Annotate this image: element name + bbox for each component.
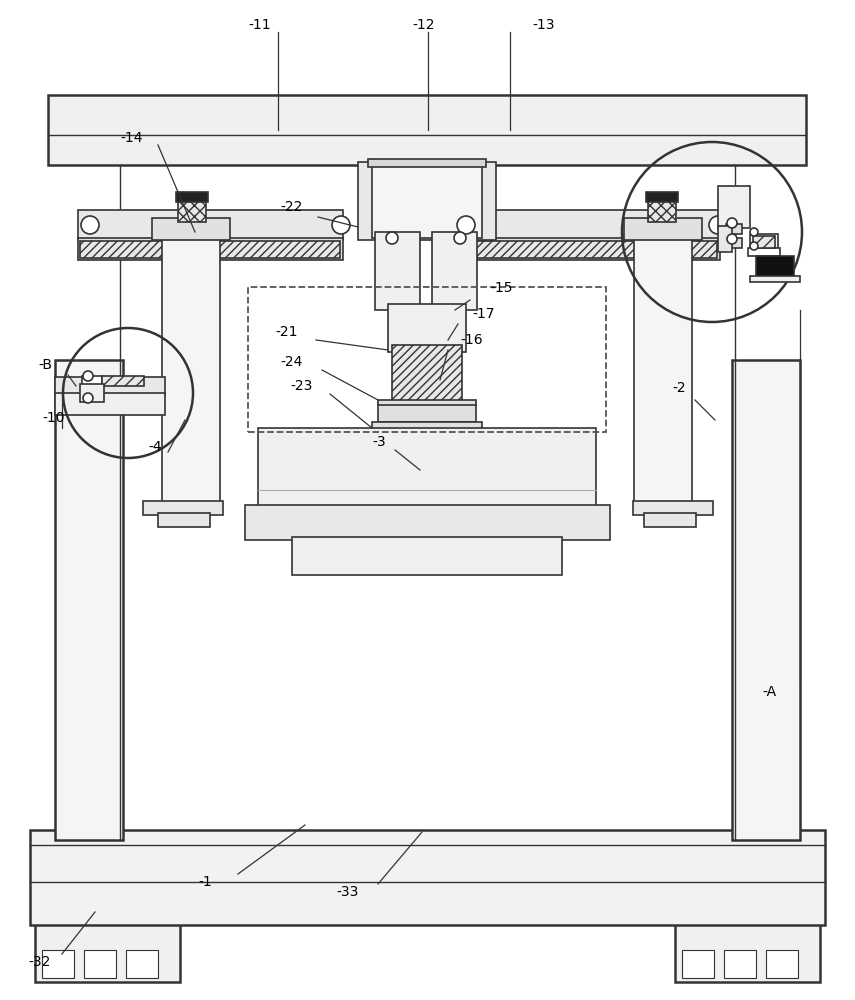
Bar [718,186,750,228]
Text: -13: -13 [532,18,555,32]
Text: -24: -24 [280,355,303,369]
Text: -B: -B [38,358,52,372]
Text: -22: -22 [280,200,303,214]
Bar [176,192,208,202]
Bar [648,200,676,222]
Text: -11: -11 [248,18,271,32]
Bar [245,505,610,540]
Circle shape [81,216,99,234]
Bar [258,428,596,510]
Bar [55,360,123,840]
Bar [152,218,230,240]
Text: -3: -3 [372,435,386,449]
Bar [378,400,476,422]
Bar [748,248,780,256]
Bar [766,950,798,978]
Bar [178,200,206,222]
Bar [158,513,210,527]
Bar [80,384,104,402]
Bar [455,210,720,240]
Bar [432,232,477,310]
Text: -15: -15 [490,281,512,295]
Bar [30,830,825,925]
Text: -23: -23 [290,379,312,393]
Circle shape [709,216,727,234]
Bar [675,922,820,982]
Text: -17: -17 [472,307,494,321]
Bar [372,422,482,490]
Bar [644,513,696,527]
Circle shape [727,234,737,244]
Bar [78,238,343,260]
Bar [624,218,702,240]
Bar [292,537,562,575]
Circle shape [83,371,93,381]
Bar [753,236,775,248]
Bar [102,376,144,386]
Bar [750,276,800,282]
Text: -32: -32 [28,955,50,969]
Bar [35,922,180,982]
Bar [82,376,102,386]
Circle shape [457,216,475,234]
Bar [633,501,713,515]
Circle shape [750,228,758,236]
Bar [726,224,742,234]
Bar [682,950,714,978]
Bar [372,164,482,238]
Bar [455,238,720,260]
Text: -21: -21 [275,325,298,339]
Bar [400,498,454,508]
Text: -10: -10 [42,411,64,425]
Text: -1: -1 [198,875,212,889]
Bar [724,950,756,978]
Circle shape [727,218,737,228]
Bar [248,287,606,432]
Text: -4: -4 [148,440,162,454]
Bar [375,232,420,310]
Bar [634,236,692,508]
Bar [48,95,806,165]
Bar [392,345,462,405]
Circle shape [332,216,350,234]
Bar [388,304,466,352]
Bar [162,236,220,508]
Bar [126,950,158,978]
Bar [80,241,340,258]
Bar [646,192,678,202]
Text: -14: -14 [120,131,143,145]
Bar [726,238,742,248]
Bar [368,159,486,167]
Bar [84,950,116,978]
Bar [143,501,223,515]
Text: -2: -2 [672,381,686,395]
Bar [457,241,717,258]
Bar [42,950,74,978]
Text: -33: -33 [336,885,358,899]
Bar [718,226,732,252]
Circle shape [386,232,398,244]
Circle shape [83,393,93,403]
Text: -A: -A [762,685,776,699]
Bar [55,377,165,395]
Circle shape [750,242,758,250]
Bar [390,486,464,500]
Bar [55,393,165,415]
Text: -16: -16 [460,333,482,347]
Bar [750,234,778,250]
Text: -12: -12 [412,18,434,32]
Bar [756,256,794,280]
Bar [358,162,496,240]
Bar [78,210,343,240]
Circle shape [454,232,466,244]
Bar [732,360,800,840]
